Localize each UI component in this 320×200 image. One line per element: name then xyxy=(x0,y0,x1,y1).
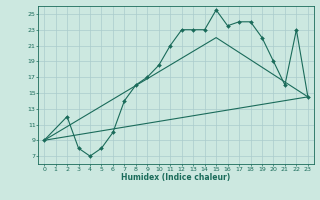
X-axis label: Humidex (Indice chaleur): Humidex (Indice chaleur) xyxy=(121,173,231,182)
